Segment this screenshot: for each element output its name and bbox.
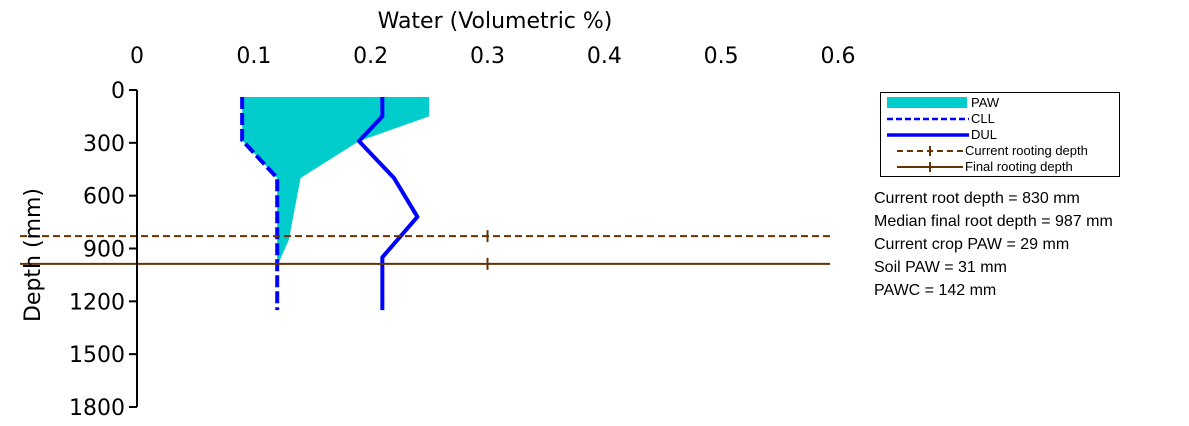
y-tick-label: 1500 <box>69 343 125 368</box>
legend-label-current-rooting-depth: Current rooting depth <box>965 143 1088 158</box>
x-tick-label: 0.1 <box>236 44 271 69</box>
soil-water-chart: 0 300 600 900 1200 1500 1800 0 0.1 0.2 0.3 0.4 0.5 0.… <box>20 9 856 421</box>
dul-line <box>356 97 420 311</box>
stat-pawc: PAWC = 142 mm <box>874 282 997 299</box>
x-tick-label: 0.6 <box>821 44 856 69</box>
legend-swatch-dul <box>887 133 969 137</box>
legend-label-dul: DUL <box>971 127 998 142</box>
series-lines-layer <box>20 97 830 311</box>
legend: PAW CLL DUL Current rooting depth Final … <box>880 92 1120 177</box>
stat-soil-paw: Soil PAW = 31 mm <box>874 259 1007 276</box>
legend-label-paw: PAW <box>971 95 1000 110</box>
cll-line <box>240 97 280 311</box>
legend-swatch-paw <box>887 97 967 108</box>
y-tick-label: 1200 <box>69 290 125 315</box>
y-tick-label: 300 <box>83 132 125 157</box>
legend-item-dul: DUL <box>881 127 1119 143</box>
y-tick-label: 600 <box>83 185 125 210</box>
legend-item-current-rooting-depth: Current rooting depth <box>881 143 1119 159</box>
legend-label-cll: CLL <box>971 111 995 126</box>
x-tick-label: 0.2 <box>353 44 388 69</box>
paw-area-layer <box>242 97 430 267</box>
stats-panel: Current root depth = 830 mm Median final… <box>874 187 1113 302</box>
paw-area <box>242 97 430 267</box>
x-tick-label: 0.5 <box>704 44 739 69</box>
legend-swatch-final-rooting-depth <box>897 162 963 172</box>
y-axis-title: Depth (mm) <box>21 188 46 322</box>
legend-item-paw: PAW <box>881 95 1119 111</box>
stat-median-final-root-depth: Median final root depth = 987 mm <box>874 213 1113 230</box>
x-axis-title: Water (Volumetric %) <box>378 9 613 34</box>
legend-label-final-rooting-depth: Final rooting depth <box>965 159 1073 174</box>
axes-layer: 0 300 600 900 1200 1500 1800 0 0.1 0.2 0.3 0.4 0.5 0.… <box>69 44 856 421</box>
legend-swatch-cll <box>887 117 969 121</box>
stat-current-crop-paw: Current crop PAW = 29 mm <box>874 236 1070 253</box>
y-tick-label: 0 <box>111 79 125 104</box>
y-tick-label: 900 <box>83 238 125 263</box>
legend-item-final-rooting-depth: Final rooting depth <box>881 159 1119 175</box>
x-tick-label: 0.4 <box>587 44 622 69</box>
x-tick-label: 0.3 <box>470 44 505 69</box>
y-tick-label: 1800 <box>69 396 125 421</box>
legend-swatch-current-rooting-depth <box>897 146 963 156</box>
x-tick-label: 0 <box>130 44 144 69</box>
legend-item-cll: CLL <box>881 111 1119 127</box>
stat-current-root-depth: Current root depth = 830 mm <box>874 190 1080 207</box>
